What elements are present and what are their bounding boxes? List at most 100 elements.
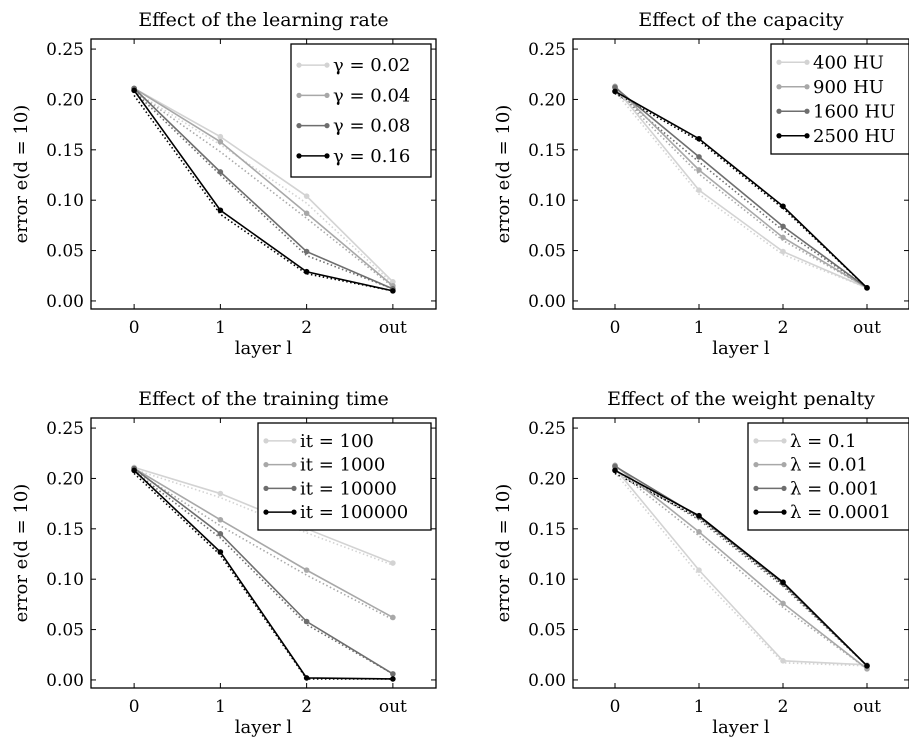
series-line-1 bbox=[133, 467, 394, 619]
data-point bbox=[696, 567, 702, 573]
chart-title: Effect of the learning rate bbox=[138, 9, 388, 31]
series-dotted-line-2 bbox=[133, 470, 394, 675]
legend-label: γ = 0.16 bbox=[333, 146, 410, 167]
legend-marker bbox=[291, 485, 297, 491]
data-point bbox=[303, 675, 310, 681]
series-dotted-line-1 bbox=[133, 90, 394, 288]
legend-marker bbox=[324, 62, 330, 68]
x-tick-label: 1 bbox=[694, 697, 705, 717]
legend-label: it = 100 bbox=[300, 431, 374, 452]
x-tick-label: 2 bbox=[778, 697, 789, 717]
series-line-2 bbox=[614, 86, 868, 289]
chart-title: Effect of the training time bbox=[138, 388, 388, 410]
data-point bbox=[780, 248, 786, 255]
data-point bbox=[303, 248, 310, 255]
data-point bbox=[780, 234, 786, 241]
plot-frame bbox=[90, 38, 437, 310]
data-point bbox=[217, 549, 224, 555]
data-point bbox=[612, 467, 618, 474]
data-point bbox=[696, 512, 702, 519]
data-point bbox=[780, 223, 786, 230]
series-dotted-line-1 bbox=[614, 89, 868, 289]
legend-marker bbox=[296, 62, 302, 68]
x-axis-label: layer l bbox=[712, 338, 770, 359]
legend-marker bbox=[804, 133, 810, 139]
legend-label: 1600 HU bbox=[813, 101, 895, 122]
y-tick-label: 0.05 bbox=[528, 621, 566, 641]
plot-frame bbox=[90, 417, 437, 689]
legend-box bbox=[290, 43, 432, 178]
series-line-0 bbox=[614, 467, 868, 666]
data-point bbox=[217, 138, 224, 145]
series-dotted-line-1 bbox=[133, 469, 394, 621]
legend-marker bbox=[781, 509, 787, 515]
legend-marker bbox=[291, 462, 297, 468]
x-axis-label: layer l bbox=[235, 338, 293, 359]
data-point bbox=[303, 268, 310, 275]
data-point bbox=[780, 203, 786, 210]
x-tick-label: 2 bbox=[301, 697, 312, 717]
data-point bbox=[612, 84, 618, 91]
series-line-3 bbox=[133, 89, 394, 292]
y-tick-label: 0.00 bbox=[528, 671, 566, 691]
data-point bbox=[696, 167, 702, 173]
data-point bbox=[696, 187, 702, 193]
series-dotted-line-2 bbox=[614, 469, 868, 667]
legend-label: γ = 0.08 bbox=[333, 116, 410, 137]
legend-marker bbox=[263, 462, 269, 468]
data-point bbox=[696, 135, 702, 142]
legend-label: 2500 HU bbox=[813, 126, 895, 147]
data-point bbox=[217, 207, 224, 214]
legend-marker bbox=[753, 509, 759, 515]
x-tick-label: out bbox=[379, 318, 407, 338]
y-tick-label: 0.15 bbox=[46, 520, 84, 540]
legend-marker bbox=[776, 108, 782, 114]
data-point bbox=[303, 193, 310, 199]
data-point bbox=[390, 671, 396, 677]
x-tick-label: 0 bbox=[610, 318, 621, 338]
series-dotted-line-3 bbox=[133, 94, 394, 292]
y-tick-label: 0.05 bbox=[528, 242, 566, 262]
legend-label: it = 100000 bbox=[300, 502, 408, 523]
series-line-3 bbox=[614, 90, 868, 289]
legend-marker bbox=[753, 485, 759, 491]
data-point bbox=[864, 285, 870, 291]
series-line-1 bbox=[614, 464, 868, 670]
chart-title: Effect of the weight penalty bbox=[607, 388, 875, 410]
x-tick-label: 0 bbox=[129, 318, 140, 338]
series-line-2 bbox=[133, 467, 394, 675]
legend-label: 400 HU bbox=[813, 52, 884, 73]
y-tick-label: 0.00 bbox=[46, 292, 84, 312]
chart-panel-0: Effect of the learning rate 0.00 0.05 0.10 0… bbox=[11, 9, 437, 359]
x-axis-label: layer l bbox=[235, 717, 293, 738]
x-tick-label: out bbox=[853, 318, 881, 338]
data-point bbox=[780, 579, 786, 586]
y-tick-label: 0.00 bbox=[528, 292, 566, 312]
legend-label: 900 HU bbox=[813, 77, 884, 98]
y-tick-label: 0.10 bbox=[46, 191, 84, 211]
y-axis-label: error e(d = 10) bbox=[11, 105, 32, 244]
y-axis-label: error e(d = 10) bbox=[493, 105, 514, 244]
series-line-1 bbox=[133, 87, 394, 287]
legend-marker bbox=[263, 485, 269, 491]
legend-marker bbox=[324, 123, 330, 129]
data-point bbox=[131, 467, 137, 474]
legend-marker bbox=[776, 133, 782, 139]
legend-marker bbox=[753, 438, 759, 444]
legend-marker bbox=[753, 462, 759, 468]
x-tick-label: 0 bbox=[610, 697, 621, 717]
data-point bbox=[390, 614, 396, 621]
data-point bbox=[217, 516, 224, 523]
data-point bbox=[303, 567, 310, 573]
y-tick-label: 0.10 bbox=[528, 570, 566, 590]
data-point bbox=[390, 676, 396, 682]
y-tick-label: 0.10 bbox=[528, 191, 566, 211]
legend-label: λ = 0.1 bbox=[790, 431, 857, 452]
legend-marker bbox=[324, 153, 330, 159]
y-axis-label: error e(d = 10) bbox=[493, 484, 514, 623]
series-line-0 bbox=[614, 86, 868, 289]
x-tick-label: 1 bbox=[694, 318, 705, 338]
chart-panel-2: Effect of the training time 0.00 0.05 0.10 0… bbox=[11, 388, 437, 738]
legend-label: λ = 0.0001 bbox=[790, 502, 891, 523]
